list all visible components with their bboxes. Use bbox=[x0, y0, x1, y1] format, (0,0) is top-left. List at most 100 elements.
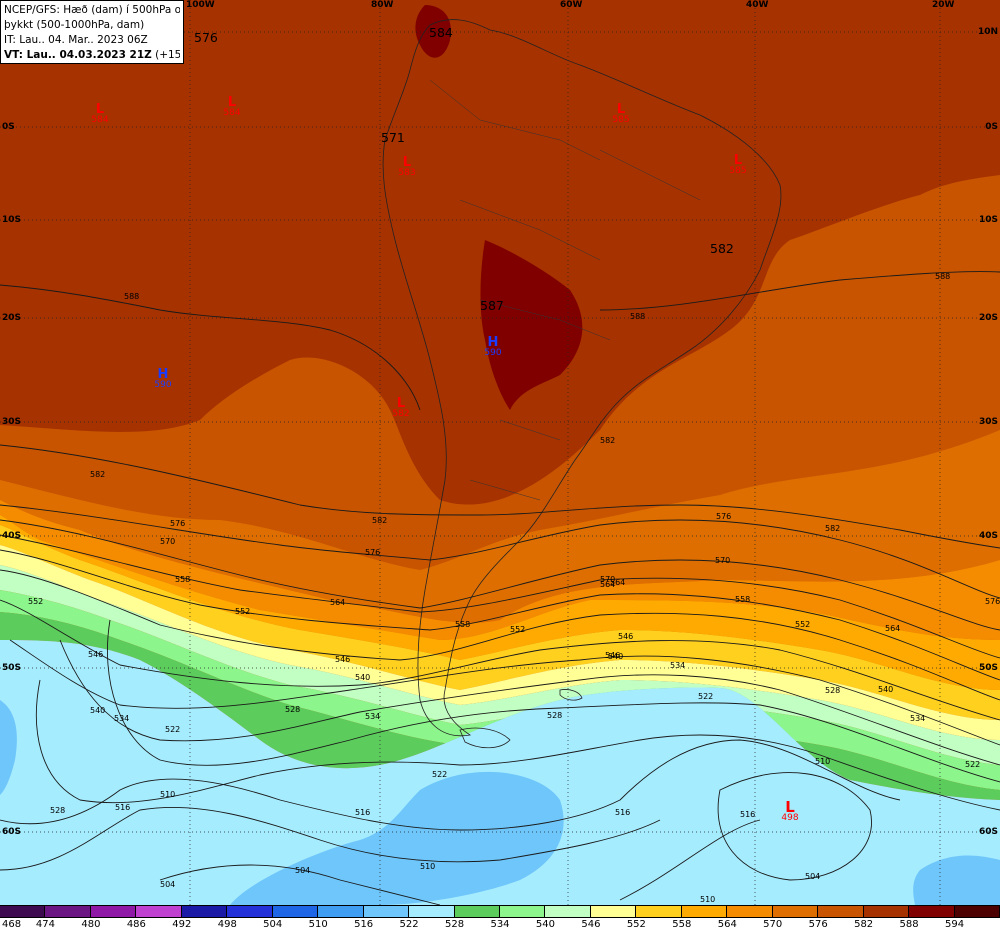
legend-label: 552 bbox=[626, 919, 646, 930]
contour-504 bbox=[717, 772, 872, 881]
contour-588-west bbox=[0, 284, 421, 411]
contour-label: 546 bbox=[618, 632, 634, 641]
contour-label: 558 bbox=[175, 575, 191, 584]
model-subtitle: þykkt (500-1000hPa, dam) bbox=[4, 19, 145, 31]
low-pressure-marker: L 498 bbox=[781, 798, 799, 824]
contour-label: 576 bbox=[170, 519, 186, 528]
contour-label: 570 bbox=[600, 575, 616, 584]
contour-label: 564 bbox=[330, 598, 346, 607]
legend-label: 510 bbox=[308, 919, 328, 930]
lon-label: 20W bbox=[932, 0, 955, 10]
contour-label: 528 bbox=[547, 711, 563, 720]
init-time: IT: Lau.. 04. Mar.. 2023 06Z bbox=[4, 34, 148, 46]
contour-label: 588 bbox=[630, 312, 646, 321]
contour-label: 516 bbox=[615, 808, 631, 817]
legend-label: 522 bbox=[399, 919, 419, 930]
lat-label: 40S bbox=[978, 531, 998, 541]
map-info-box: NCEP/GFS: Hæð (dam) í 500hPa og þykkt (5… bbox=[0, 0, 184, 64]
contour-label: 504 bbox=[160, 880, 176, 889]
contour-label: 504 bbox=[805, 872, 821, 881]
legend-label: 492 bbox=[172, 919, 192, 930]
height-label: 582 bbox=[710, 241, 734, 256]
lat-label: 10N bbox=[977, 27, 998, 37]
legend-swatch bbox=[727, 906, 773, 917]
contour-label: 510 bbox=[700, 895, 716, 904]
contour-570 bbox=[0, 519, 1000, 631]
legend-label: 570 bbox=[763, 919, 783, 930]
contour-label: 558 bbox=[735, 595, 751, 604]
legend-swatch bbox=[454, 906, 500, 917]
tierra-del-fuego bbox=[459, 727, 511, 749]
contour-label: 558 bbox=[455, 620, 471, 629]
color-legend-labels: 468 474 480 486 492 498 504 510 516 522 528 534 540 5… bbox=[0, 918, 1000, 933]
contour-label: 564 bbox=[885, 624, 901, 633]
band-552 bbox=[0, 525, 1000, 720]
falklands bbox=[559, 689, 583, 701]
contour-label: 522 bbox=[165, 725, 181, 734]
weather-map: 588 588 588 582 582 582 582 576 576 576 576 570 570 5… bbox=[0, 0, 1000, 905]
contour-504b bbox=[159, 864, 441, 905]
band-516b bbox=[913, 855, 1000, 905]
color-legend: 468 474 480 486 492 498 504 510 516 522 528 534 540 5… bbox=[0, 905, 1000, 934]
contour-label: 528 bbox=[825, 686, 841, 695]
legend-swatch bbox=[45, 906, 91, 917]
legend-swatch bbox=[499, 906, 546, 917]
contour-label: 582 bbox=[825, 524, 841, 533]
contour-label: 522 bbox=[698, 692, 714, 701]
lat-label: 50S bbox=[978, 663, 998, 673]
lat-label: 40S bbox=[2, 531, 22, 541]
legend-label: 486 bbox=[126, 919, 146, 930]
lat-label: 60S bbox=[2, 827, 22, 837]
contour-label: 546 bbox=[605, 651, 621, 660]
contour-528 bbox=[107, 619, 1000, 783]
color-legend-swatches bbox=[0, 905, 1000, 918]
legend-label: 588 bbox=[899, 919, 919, 930]
contour-label: 582 bbox=[372, 516, 388, 525]
lat-label: 10S bbox=[978, 215, 998, 225]
valid-time: VT: Lau.. 04.03.2023 21Z (+15 h) bbox=[4, 49, 180, 61]
contour-label: 522 bbox=[432, 770, 448, 779]
contour-label: 528 bbox=[50, 806, 66, 815]
contour-label: 534 bbox=[365, 712, 381, 721]
legend-label: 504 bbox=[263, 919, 283, 930]
contour-576 bbox=[0, 504, 1000, 599]
contour-label: 546 bbox=[88, 650, 104, 659]
contour-516 bbox=[0, 739, 901, 831]
contour-label: 510 bbox=[815, 757, 831, 766]
legend-swatch bbox=[181, 906, 228, 917]
legend-swatch bbox=[863, 906, 910, 917]
legend-swatch bbox=[954, 906, 1000, 917]
legend-label: 582 bbox=[854, 919, 874, 930]
band-564 bbox=[0, 500, 1000, 640]
legend-swatch bbox=[0, 906, 46, 917]
legend-label: 546 bbox=[581, 919, 601, 930]
lat-label: 60S bbox=[978, 827, 998, 837]
contour-label: 534 bbox=[670, 661, 686, 670]
band-558 bbox=[0, 515, 1000, 690]
legend-label: 558 bbox=[672, 919, 692, 930]
contour-546 bbox=[0, 599, 1000, 721]
lat-label: 30S bbox=[2, 417, 22, 427]
high-pressure-marker: H 590 bbox=[484, 335, 502, 358]
contour-label: 552 bbox=[235, 607, 251, 616]
legend-label: 528 bbox=[444, 919, 465, 930]
lat-label: 0S bbox=[2, 122, 15, 132]
contour-558 bbox=[0, 549, 1000, 681]
contour-label: 552 bbox=[795, 620, 811, 629]
contour-label: 534 bbox=[910, 714, 926, 723]
contour-label: 510 bbox=[420, 862, 436, 871]
high-pressure-marker: H 590 bbox=[154, 367, 172, 390]
contour-522 bbox=[35, 679, 1000, 811]
band-516 bbox=[230, 771, 564, 905]
legend-label: 498 bbox=[217, 919, 237, 930]
lat-label: 20S bbox=[2, 313, 22, 323]
contour-label: 510 bbox=[160, 790, 176, 799]
legend-swatch bbox=[909, 906, 955, 917]
legend-swatch bbox=[636, 906, 682, 917]
contour-label: 576 bbox=[985, 597, 1000, 606]
contour-label: 570 bbox=[160, 537, 176, 546]
contour-label: 564 bbox=[600, 580, 616, 589]
legend-swatch bbox=[545, 906, 591, 917]
band-588 bbox=[480, 240, 583, 410]
contour-label: 582 bbox=[90, 470, 106, 479]
